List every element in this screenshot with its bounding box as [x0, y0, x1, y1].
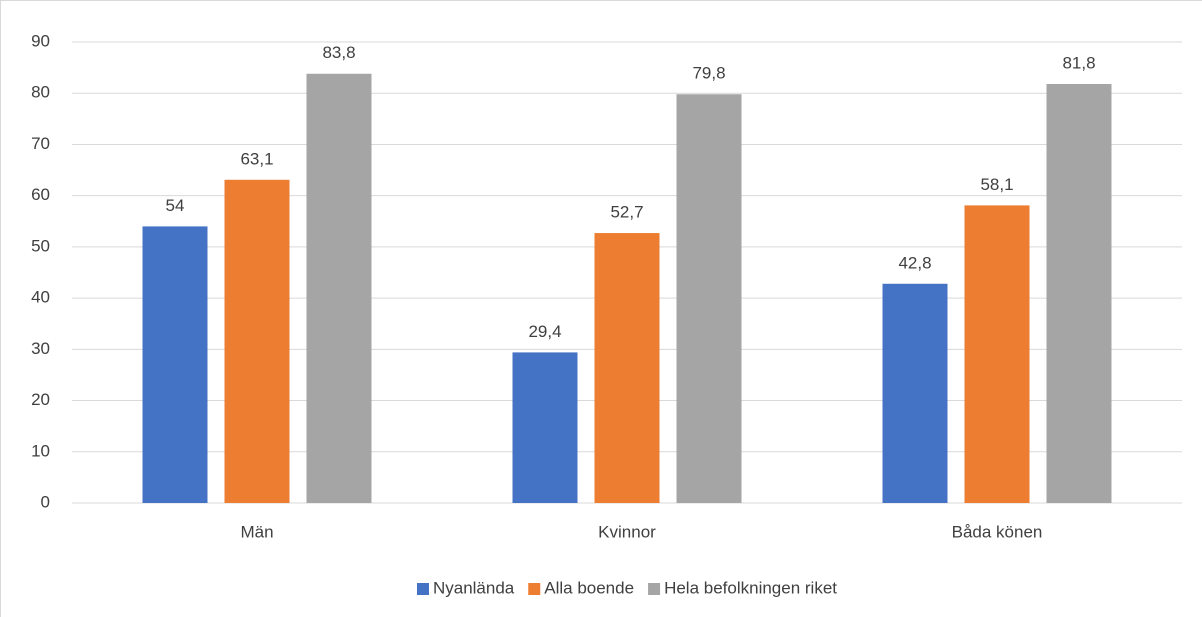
data-label: 81,8: [1062, 53, 1095, 72]
y-tick-label: 20: [31, 390, 50, 409]
bar: [512, 352, 578, 503]
bar: [224, 179, 290, 503]
y-tick-label: 30: [31, 339, 50, 358]
y-tick-label: 10: [31, 441, 50, 460]
data-label: 52,7: [610, 203, 643, 222]
data-label: 83,8: [322, 43, 355, 62]
bar: [594, 233, 660, 503]
legend-swatch: [416, 583, 429, 595]
bar: [964, 205, 1030, 503]
bar: [882, 283, 948, 503]
legend-swatch: [528, 583, 541, 595]
legend-swatch: [648, 583, 661, 595]
data-label: 29,4: [528, 322, 561, 341]
y-tick-label: 60: [31, 185, 50, 204]
bar: [676, 94, 742, 503]
legend-label: Nyanlända: [433, 578, 515, 597]
x-tick-label: Kvinnor: [598, 522, 656, 541]
data-label: 54: [166, 196, 185, 215]
bar: [306, 73, 372, 503]
bar: [1046, 84, 1112, 503]
y-tick-label: 40: [31, 288, 50, 307]
y-tick-label: 0: [41, 492, 50, 511]
data-label: 42,8: [898, 253, 931, 272]
legend-label: Alla boende: [544, 578, 634, 597]
x-tick-label: Båda könen: [952, 522, 1043, 541]
legend-label: Hela befolkningen riket: [664, 578, 837, 597]
data-label: 79,8: [692, 64, 725, 83]
bar: [142, 226, 208, 503]
y-tick-label: 70: [31, 134, 50, 153]
data-label: 58,1: [980, 175, 1013, 194]
y-tick-label: 50: [31, 236, 50, 255]
y-tick-label: 80: [31, 83, 50, 102]
data-label: 63,1: [240, 149, 273, 168]
y-tick-label: 90: [31, 31, 50, 50]
x-tick-label: Män: [240, 522, 273, 541]
